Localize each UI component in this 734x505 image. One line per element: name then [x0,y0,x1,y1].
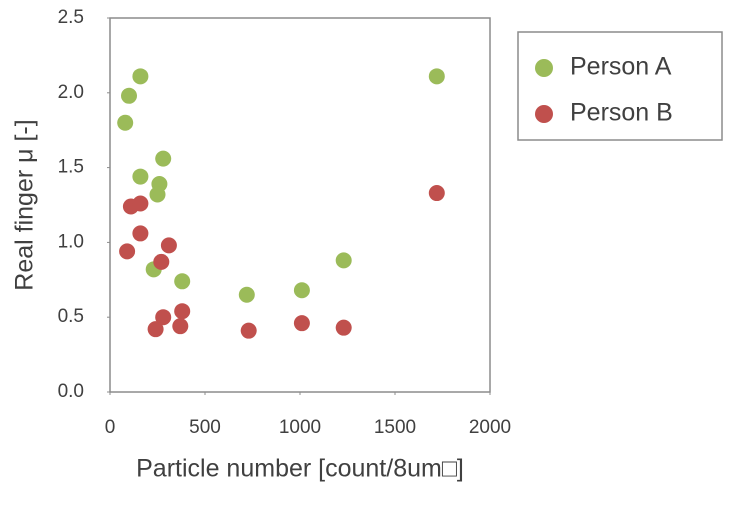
legend [517,31,723,141]
point [335,252,352,269]
y-axis-title: Real finger μ [-] [11,119,39,290]
y-tick-label: 1.0 [58,231,84,252]
point [428,68,445,85]
y-tick-label: 2.0 [58,82,84,103]
point [174,273,191,290]
point [428,185,445,202]
point [172,318,189,335]
point [153,253,170,270]
point [160,237,177,254]
point [155,150,172,167]
point [293,282,310,299]
x-tick-label: 0 [105,417,116,438]
point [119,243,136,260]
point [132,195,149,212]
point [132,225,149,242]
x-tick-label: 1000 [279,417,321,438]
point [117,114,134,131]
legend-label: Person A [570,53,672,81]
x-tick-label: 1500 [374,417,416,438]
x-axis-title: Particle number [count/8um□] [136,455,464,483]
y-tick-label: 0.0 [58,381,84,402]
x-tick-label: 2000 [469,417,511,438]
point [132,68,149,85]
point [155,309,172,326]
point [174,303,191,320]
point [240,322,257,339]
point [238,286,255,303]
point [147,321,164,338]
y-tick-label: 1.5 [58,157,84,178]
point [132,168,149,185]
x-tick-label: 500 [189,417,221,438]
point [293,315,310,332]
y-tick-label: 2.5 [58,7,84,28]
point [121,87,137,104]
legend-label: Person B [570,99,673,127]
y-tick-label: 0.5 [58,306,84,327]
point [149,186,166,203]
legend-marker [535,59,553,77]
legend-marker [535,105,553,123]
point [335,319,352,336]
